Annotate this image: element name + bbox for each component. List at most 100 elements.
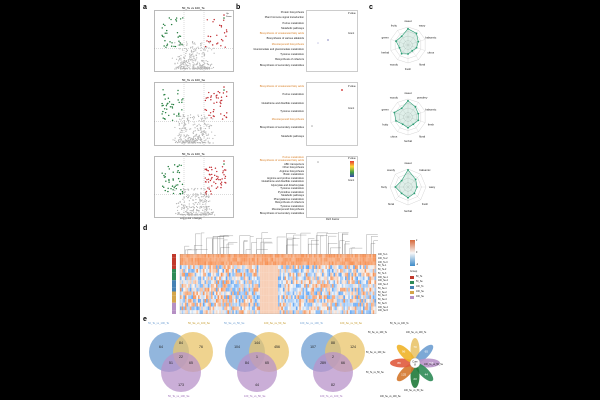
heat-cell	[197, 287, 200, 292]
radar-label: waxy	[419, 24, 426, 28]
point-ns	[210, 211, 212, 214]
point-ns	[203, 213, 205, 215]
heat-cell	[367, 269, 370, 273]
heat-cell	[294, 295, 297, 300]
heat-cell	[188, 280, 190, 285]
heat-cell	[235, 299, 238, 303]
point-ns	[207, 213, 210, 215]
heat-cell	[318, 291, 321, 296]
heat-cell	[286, 284, 288, 288]
heat-cell	[346, 306, 349, 311]
point-ns	[190, 128, 192, 130]
heat-cell	[341, 287, 344, 292]
heat-cell	[240, 280, 243, 285]
heat-cell	[230, 276, 233, 281]
point-up	[206, 19, 208, 21]
heat-cell	[251, 276, 254, 281]
heat-cell	[313, 284, 316, 288]
heat-cell	[300, 291, 303, 296]
heat-cell	[327, 306, 329, 311]
heat-cell	[289, 295, 292, 300]
heat-cell	[184, 310, 187, 314]
heat-cell	[261, 254, 264, 258]
point-ns	[184, 60, 186, 62]
point-ns	[188, 56, 191, 58]
heat-cell	[183, 291, 185, 296]
heat-row-label: 100_Se-2	[378, 280, 388, 283]
heat-cell	[253, 265, 256, 270]
heat-cell	[181, 276, 184, 281]
heat-cell	[201, 254, 203, 258]
heat-cell	[305, 284, 308, 288]
heat-cell	[366, 299, 368, 303]
heat-cell	[289, 257, 292, 262]
point-down	[173, 45, 175, 48]
heat-cell	[304, 269, 306, 273]
point-ns	[204, 68, 206, 70]
heat-cell	[284, 295, 287, 300]
heat-cell	[279, 299, 282, 303]
point-up	[206, 179, 208, 181]
point-ns	[196, 195, 198, 197]
point-ns	[175, 203, 178, 205]
point-ns	[203, 131, 205, 133]
heat-row-label: 50_Te-2	[378, 269, 387, 271]
heat-cell	[367, 299, 370, 303]
flower-petal	[415, 363, 434, 382]
heat-cell	[250, 276, 252, 281]
heat-cell	[331, 299, 334, 303]
heat-cell	[297, 280, 300, 285]
heat-cell	[292, 302, 295, 307]
heat-cell	[215, 291, 218, 296]
point-up	[222, 170, 224, 172]
point-ns	[174, 141, 177, 144]
point-ns	[204, 196, 207, 198]
heat-cell	[206, 284, 208, 288]
heat-cell	[240, 261, 243, 266]
heat-cell	[211, 272, 213, 277]
heat-cell	[225, 276, 228, 281]
heat-cell	[276, 299, 279, 303]
radar-label: fruity	[391, 24, 398, 28]
point-ns	[179, 213, 181, 215]
heat-cell	[230, 254, 233, 258]
heat-cell	[222, 254, 225, 258]
point-ns	[208, 137, 210, 139]
heat-cell	[310, 299, 313, 303]
heat-cell	[229, 295, 231, 300]
heat-cell	[353, 295, 355, 300]
point-ns	[201, 199, 203, 201]
heat-cell	[312, 276, 314, 281]
point-ns	[181, 127, 184, 129]
heat-cell	[199, 254, 202, 258]
heat-cell	[240, 265, 243, 270]
heat-cell	[237, 265, 239, 270]
heat-cell	[362, 310, 365, 314]
heat-cell	[207, 299, 210, 303]
heat-cell	[361, 254, 363, 258]
point-ns	[204, 140, 206, 142]
heat-cell	[291, 287, 293, 292]
point-ns	[207, 214, 209, 216]
heat-cell	[331, 272, 334, 277]
point-down	[178, 164, 181, 166]
heat-cell	[180, 257, 182, 262]
heat-cell	[268, 284, 270, 288]
point-ns	[174, 137, 176, 139]
heat-cell	[206, 299, 208, 303]
heat-cell	[266, 272, 269, 277]
point-ns	[179, 62, 182, 64]
heat-cell	[341, 276, 344, 281]
point-up	[204, 99, 207, 102]
point-down	[171, 107, 174, 109]
heat-cell	[207, 276, 210, 281]
heat-cell	[354, 269, 357, 273]
heat-cell	[340, 291, 342, 296]
heat-cell	[323, 257, 326, 262]
heat-cell	[204, 299, 207, 303]
heat-cell	[199, 291, 202, 296]
point-up	[210, 95, 213, 97]
heat-cell	[222, 299, 225, 303]
point-ns	[178, 58, 180, 61]
point-up	[207, 181, 210, 183]
